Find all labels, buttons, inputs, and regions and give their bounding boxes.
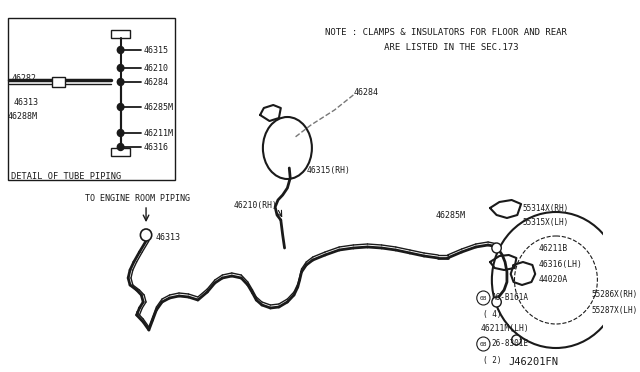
Text: A6-B161A: A6-B161A (492, 294, 529, 302)
Text: 08: 08 (479, 295, 487, 301)
Text: 46315(RH): 46315(RH) (306, 166, 350, 174)
Text: 55315X(LH): 55315X(LH) (523, 218, 569, 227)
Text: DETAIL OF TUBE PIPING: DETAIL OF TUBE PIPING (12, 172, 122, 181)
Text: 46211M(LH): 46211M(LH) (481, 324, 529, 333)
Bar (111, 148, 130, 156)
Circle shape (117, 64, 124, 71)
Text: 46313: 46313 (13, 97, 38, 106)
Circle shape (117, 144, 124, 151)
Text: 46288M: 46288M (8, 112, 38, 121)
Text: 46315: 46315 (143, 45, 168, 55)
Text: 46210: 46210 (143, 64, 168, 73)
Text: 46284: 46284 (353, 87, 378, 96)
Circle shape (117, 46, 124, 54)
Text: 55314X(RH): 55314X(RH) (523, 203, 569, 212)
Text: 46210(RH): 46210(RH) (234, 201, 278, 209)
Circle shape (477, 337, 490, 351)
Text: ( 4): ( 4) (483, 310, 502, 318)
Text: 46211B: 46211B (539, 244, 568, 253)
Text: 46285M: 46285M (143, 103, 173, 112)
Text: 46316: 46316 (143, 142, 168, 151)
Circle shape (117, 78, 124, 86)
Bar (52, 77, 65, 87)
Circle shape (140, 229, 152, 241)
Circle shape (117, 103, 124, 110)
Bar (111, 30, 130, 38)
Circle shape (511, 335, 521, 345)
Text: TO ENGINE ROOM PIPING: TO ENGINE ROOM PIPING (85, 193, 190, 202)
Text: 46284: 46284 (143, 77, 168, 87)
Circle shape (117, 129, 124, 137)
Circle shape (492, 212, 620, 348)
Text: 46313: 46313 (156, 232, 180, 241)
Text: 55287X(LH): 55287X(LH) (592, 305, 638, 314)
Text: 55286X(RH): 55286X(RH) (592, 291, 638, 299)
Text: 46285M: 46285M (435, 211, 465, 219)
Text: NOTE : CLAMPS & INSULATORS FOR FLOOR AND REAR: NOTE : CLAMPS & INSULATORS FOR FLOOR AND… (325, 28, 567, 37)
Text: ARE LISTED IN THE SEC.173: ARE LISTED IN THE SEC.173 (325, 43, 518, 52)
Circle shape (492, 297, 501, 307)
Text: J46201FN: J46201FN (509, 357, 559, 367)
Bar (8, 18, 175, 180)
Text: ( 2): ( 2) (483, 356, 502, 365)
Text: 26-8301E: 26-8301E (492, 340, 529, 349)
Text: 46211M: 46211M (143, 128, 173, 138)
Text: 46316(LH): 46316(LH) (539, 260, 583, 269)
Circle shape (492, 243, 501, 253)
Text: 46282: 46282 (12, 74, 36, 83)
Circle shape (477, 291, 490, 305)
Text: 08: 08 (479, 341, 487, 346)
Text: 44020A: 44020A (539, 276, 568, 285)
